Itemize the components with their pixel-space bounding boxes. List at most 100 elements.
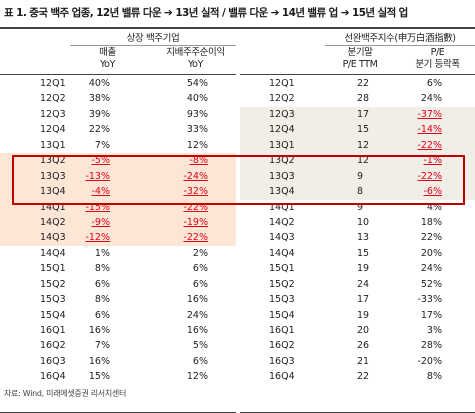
table-row: 13Q3 9 -22% xyxy=(240,168,475,185)
sales-yoy-value: -4% xyxy=(91,186,111,198)
pe-change-value: -37% xyxy=(417,108,442,120)
quarter-label: 15Q4 xyxy=(40,309,66,321)
title-rule xyxy=(0,27,475,29)
table-row: 16Q4 15% 12% xyxy=(0,369,236,384)
right-col1-header: 분기말 P/E TTM xyxy=(325,47,395,71)
table-row: 16Q1 16% 16% xyxy=(0,323,236,338)
quarter-label: 16Q1 xyxy=(40,325,66,336)
sales-yoy-value: 6% xyxy=(94,278,110,290)
profit-yoy-value: 16% xyxy=(186,294,208,306)
quarter-label: 15Q4 xyxy=(269,309,295,321)
right-group-header-rule xyxy=(325,45,475,46)
quarter-label: 13Q1 xyxy=(40,139,66,151)
quarter-label: 14Q4 xyxy=(40,247,66,259)
quarter-label: 16Q2 xyxy=(40,340,66,352)
quarter-label: 14Q3 xyxy=(40,232,66,244)
pe-change-value: 3% xyxy=(426,325,442,336)
table-row: 12Q4 22% 33% xyxy=(0,122,236,137)
right-group-header: 선완백주지수(申万白酒指數) xyxy=(344,33,456,44)
left-col1-header-line1: 매출 xyxy=(99,47,116,58)
table-row: 14Q4 15 20% xyxy=(240,246,475,261)
sales-yoy-value: 6% xyxy=(94,309,110,321)
quarter-label: 13Q4 xyxy=(269,186,295,198)
profit-yoy-value: 12% xyxy=(186,371,208,383)
table-row: 14Q2 -9% -19% xyxy=(0,214,236,231)
quarter-label: 12Q2 xyxy=(269,93,295,105)
pe-change-value: 24% xyxy=(420,263,442,275)
pe-ttm-value: 19 xyxy=(357,263,370,275)
profit-yoy-value: 16% xyxy=(186,325,208,336)
quarter-label: 14Q4 xyxy=(269,247,295,259)
pe-ttm-value: 19 xyxy=(357,309,370,321)
left-col1-header: 매출 YoY xyxy=(70,47,145,71)
pe-change-value: 28% xyxy=(420,340,442,352)
profit-yoy-value: -22% xyxy=(183,201,208,213)
table-title: 표 1. 중국 백주 업종, 12년 밸류 다운 ➔ 13년 실적 / 밸류 다… xyxy=(4,7,408,19)
table-row: 13Q2 -5% -8% xyxy=(0,153,236,169)
pe-change-value: 18% xyxy=(420,216,442,228)
sales-yoy-value: 38% xyxy=(88,93,110,105)
profit-yoy-value: -8% xyxy=(189,155,209,167)
sales-yoy-value: -9% xyxy=(91,216,111,228)
table-row: 15Q1 8% 6% xyxy=(0,261,236,276)
right-col2-header-line1: P/E xyxy=(430,47,445,58)
profit-yoy-value: 40% xyxy=(186,93,208,105)
right-table-body: 12Q1 22 6% 12Q2 28 24% 12Q3 17 -37% 12Q4 15 -14% 13Q… xyxy=(240,76,475,385)
table-row: 16Q1 20 3% xyxy=(240,323,475,338)
sales-yoy-value: 7% xyxy=(94,139,110,151)
right-col2-header: P/E 분기 등락폭 xyxy=(400,47,475,71)
quarter-label: 13Q3 xyxy=(269,170,295,182)
table-row: 13Q4 -4% -32% xyxy=(0,184,236,200)
left-col1-header-line2: YoY xyxy=(100,59,115,70)
pe-change-value: 52% xyxy=(420,278,442,290)
pe-change-value: -1% xyxy=(423,155,443,167)
profit-yoy-value: -24% xyxy=(183,170,208,182)
table-row: 12Q2 28 24% xyxy=(240,91,475,106)
pe-change-value: 22% xyxy=(420,232,442,244)
right-header-rule xyxy=(240,74,475,75)
quarter-label: 15Q2 xyxy=(40,278,66,290)
profit-yoy-value: 2% xyxy=(192,247,208,259)
table-row: 12Q2 38% 40% xyxy=(0,91,236,106)
table-row: 14Q3 -12% -22% xyxy=(0,230,236,246)
pe-change-value: 4% xyxy=(426,201,442,213)
profit-yoy-value: 33% xyxy=(186,124,208,136)
pe-change-value: -33% xyxy=(417,294,442,306)
pe-ttm-value: 9 xyxy=(357,170,364,182)
table-row: 16Q4 22 8% xyxy=(240,369,475,384)
pe-ttm-value: 17 xyxy=(357,294,370,306)
profit-yoy-value: 6% xyxy=(192,263,208,275)
pe-ttm-value: 26 xyxy=(357,340,370,352)
sales-yoy-value: 7% xyxy=(94,340,110,352)
table-row: 14Q4 1% 2% xyxy=(0,246,236,261)
table-row: 15Q2 6% 6% xyxy=(0,277,236,292)
pe-change-value: -14% xyxy=(417,124,442,136)
quarter-label: 12Q1 xyxy=(40,78,66,89)
source-note: 자료: Wind, 미래에셋증권 리서치센터 xyxy=(4,389,127,398)
sales-yoy-value: 39% xyxy=(88,108,110,120)
quarter-label: 12Q2 xyxy=(40,93,66,105)
sales-yoy-value: 16% xyxy=(88,325,110,336)
pe-ttm-value: 17 xyxy=(357,108,370,120)
quarter-label: 16Q4 xyxy=(269,371,295,383)
left-table-body: 12Q1 40% 54% 12Q2 38% 40% 12Q3 39% 93% 12Q4 22% 33%… xyxy=(0,76,236,385)
pe-ttm-value: 21 xyxy=(357,355,370,367)
pe-ttm-value: 13 xyxy=(357,232,370,244)
pe-change-value: 20% xyxy=(420,247,442,259)
sales-yoy-value: -15% xyxy=(85,201,110,213)
pe-change-value: 24% xyxy=(420,93,442,105)
sales-yoy-value: 1% xyxy=(94,247,110,259)
left-col2-header: 지배주주순이익 YoY xyxy=(155,47,236,71)
pe-ttm-value: 8 xyxy=(357,186,364,198)
pe-change-value: 17% xyxy=(420,309,442,321)
profit-yoy-value: 6% xyxy=(192,355,208,367)
sales-yoy-value: 22% xyxy=(88,124,110,136)
pe-change-value: -22% xyxy=(417,139,442,151)
pe-ttm-value: 22 xyxy=(357,371,370,383)
sales-yoy-value: -12% xyxy=(85,232,110,244)
pe-ttm-value: 15 xyxy=(357,247,370,259)
table-row: 15Q4 19 17% xyxy=(240,308,475,323)
left-group-header: 상장 백주기업 xyxy=(126,33,180,44)
table-row: 14Q1 9 4% xyxy=(240,200,475,215)
sales-yoy-value: 40% xyxy=(88,78,110,89)
